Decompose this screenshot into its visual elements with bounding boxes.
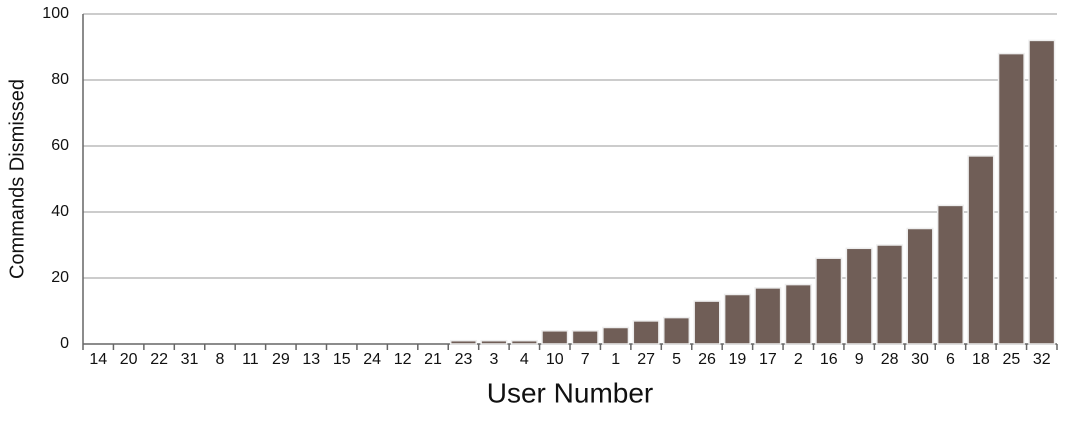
bar (480, 339, 508, 345)
x-tick-label: 7 (581, 351, 590, 368)
bar (541, 330, 569, 345)
bar (662, 316, 691, 345)
x-tick-label: 12 (394, 351, 412, 368)
x-tick-label: 27 (637, 351, 655, 368)
bar (997, 52, 1025, 345)
y-tick-label: 80 (51, 71, 69, 88)
x-tick-label: 31 (181, 351, 199, 368)
x-tick-label: 24 (363, 351, 381, 368)
bar (967, 155, 995, 345)
bar (571, 330, 599, 345)
x-tick-label: 13 (302, 351, 320, 368)
y-tick-label: 40 (51, 203, 69, 220)
x-tick-label: 19 (729, 351, 747, 368)
bar (632, 320, 660, 345)
bar (845, 247, 873, 345)
x-tick-label: 15 (333, 351, 351, 368)
y-axis-label: Commands Dismissed (6, 79, 28, 279)
x-tick-label: 14 (89, 351, 107, 368)
y-tick-label: 60 (51, 137, 69, 154)
x-tick-label: 9 (855, 351, 864, 368)
x-tick-label: 22 (150, 351, 168, 368)
x-tick-label: 25 (1002, 351, 1020, 368)
bar (936, 204, 965, 345)
x-tick-label: 4 (520, 351, 529, 368)
x-tick-label: 5 (672, 351, 681, 368)
bar (602, 326, 630, 345)
x-tick-label: 3 (489, 351, 498, 368)
x-tick-label: 11 (242, 351, 259, 368)
bar (876, 244, 904, 345)
x-tick-label: 20 (120, 351, 138, 368)
x-tick-label: 6 (946, 351, 955, 368)
bar (754, 287, 782, 345)
bar (449, 339, 478, 345)
x-tick-label: 21 (424, 351, 442, 368)
bar (693, 300, 721, 345)
x-axis-label: User Number (487, 377, 653, 408)
x-tick-label: 17 (759, 351, 777, 368)
bar (723, 293, 751, 345)
x-tick-label: 29 (272, 351, 290, 368)
bar (784, 283, 812, 345)
x-tick-label: 18 (972, 351, 990, 368)
x-tick-label: 8 (216, 351, 225, 368)
x-tick-label: 1 (611, 351, 620, 368)
y-tick-label: 100 (42, 5, 69, 22)
x-tick-label: 10 (546, 351, 564, 368)
x-tick-label: 32 (1033, 351, 1051, 368)
bar (906, 227, 934, 345)
y-tick-label: 0 (60, 335, 69, 352)
bar (815, 257, 843, 345)
x-tick-label: 2 (794, 351, 803, 368)
x-tick-label: 16 (820, 351, 838, 368)
bar (1028, 39, 1056, 345)
y-tick-label: 20 (51, 269, 69, 286)
x-tick-label: 26 (698, 351, 716, 368)
x-tick-label: 28 (881, 351, 899, 368)
x-tick-label: 30 (911, 351, 929, 368)
x-tick-label: 23 (455, 351, 473, 368)
bar (510, 339, 538, 345)
